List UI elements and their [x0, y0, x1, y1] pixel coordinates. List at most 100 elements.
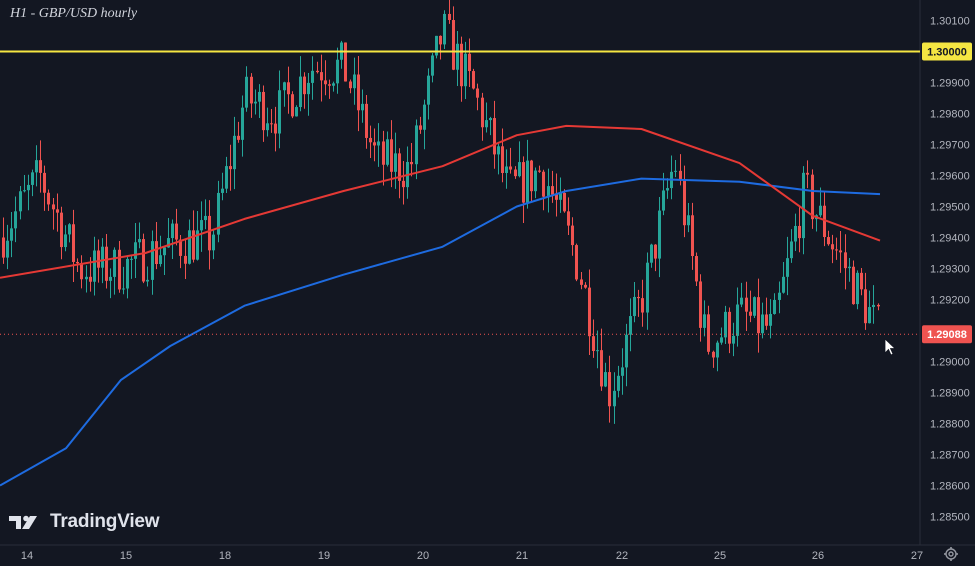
candle-body [357, 74, 360, 111]
candle-body [831, 244, 834, 250]
cursor-icon [884, 338, 897, 356]
candle-body [19, 191, 22, 212]
candle-body [856, 272, 859, 305]
candle-body [654, 244, 657, 259]
tradingview-wordmark: TradingView [50, 511, 160, 532]
candle-body [761, 314, 764, 334]
candle-body [270, 123, 273, 125]
candle-body [518, 162, 521, 177]
candle-body [501, 146, 504, 173]
date-tick-label: 25 [714, 550, 726, 562]
candle-body [237, 135, 240, 140]
candle-body [105, 246, 108, 281]
candle-body [204, 215, 207, 221]
date-tick-label: 18 [219, 550, 231, 562]
candle-body [476, 88, 479, 98]
candle-body [278, 90, 281, 134]
candle-body [724, 311, 727, 338]
level-price-tag-label: 1.30000 [927, 47, 967, 59]
candle-body [790, 241, 793, 259]
candles-layer [2, 0, 880, 424]
candle-body [596, 350, 599, 352]
candle-body [93, 250, 96, 282]
candle-body [349, 81, 352, 89]
candle-body [811, 174, 814, 220]
candle-body [538, 170, 541, 172]
candle-body [563, 192, 566, 212]
candle-body [365, 103, 368, 138]
price-tick-label: 1.29900 [930, 78, 970, 90]
candle-body [542, 171, 545, 197]
last-price-tag [922, 325, 972, 344]
candle-body [85, 276, 88, 280]
candle-body [819, 205, 822, 216]
candle-body [324, 80, 327, 85]
candle-body [497, 146, 500, 155]
candle-body [188, 230, 191, 264]
price-tick-label: 1.28700 [930, 450, 970, 462]
candle-body [806, 172, 809, 175]
candle-body [860, 272, 863, 290]
candle-body [184, 255, 187, 264]
candle-body [47, 192, 50, 205]
price-tick-label: 1.29700 [930, 140, 970, 152]
candle-body [683, 178, 686, 226]
candle-body [134, 242, 137, 259]
candle-body [435, 35, 438, 56]
candle-body [852, 266, 855, 305]
candle-body [844, 252, 847, 269]
candle-body [361, 103, 364, 111]
candle-body [877, 304, 880, 307]
candle-body [196, 230, 199, 260]
candle-body [109, 276, 112, 281]
candle-body [580, 279, 583, 285]
candle-body [89, 276, 92, 282]
candle-body [864, 289, 867, 324]
candle-body [208, 215, 211, 251]
candle-body [514, 169, 517, 177]
candle-body [481, 97, 484, 128]
candle-body [617, 375, 620, 391]
candle-body [732, 335, 735, 344]
candle-body [720, 337, 723, 343]
candle-body [782, 276, 785, 293]
candle-body [221, 188, 224, 193]
candle-body [241, 107, 244, 140]
candle-body [336, 59, 339, 84]
candle-body [823, 205, 826, 238]
date-tick-label: 27 [911, 550, 923, 562]
candle-body [386, 139, 389, 165]
candle-body [547, 186, 550, 197]
candle-body [266, 123, 269, 131]
candle-body [419, 125, 422, 130]
candle-body [712, 351, 715, 358]
candle-body [254, 101, 257, 104]
candle-body [72, 224, 75, 262]
candle-body [872, 304, 875, 308]
ma-blue-line [0, 177, 881, 487]
candle-body [745, 297, 748, 312]
candle-body [827, 237, 830, 245]
price-tick-label: 1.28800 [930, 419, 970, 431]
candle-body [138, 239, 141, 243]
candle-body [113, 249, 116, 277]
time-axis[interactable]: 14 15 18 19 20 21 22 25 26 27 [21, 550, 923, 562]
tradingview-logo: TradingView [8, 511, 160, 533]
candle-body [126, 258, 129, 289]
candle-body [802, 172, 805, 239]
candle-body [778, 292, 781, 300]
candle-body [716, 342, 719, 358]
candle-body [52, 204, 55, 210]
price-tick-label: 1.30100 [930, 16, 970, 28]
date-tick-label: 22 [616, 550, 628, 562]
candle-body [695, 256, 698, 282]
date-tick-label: 14 [21, 550, 33, 562]
candle-body [43, 172, 46, 193]
gear-icon[interactable] [943, 546, 959, 562]
candle-body [155, 241, 158, 265]
price-axis[interactable]: 1.30100 1.29900 1.29800 1.29700 1.29600 1.295… [930, 16, 970, 524]
date-tick-label: 21 [516, 550, 528, 562]
candle-body [679, 170, 682, 179]
candle-body [122, 288, 125, 290]
